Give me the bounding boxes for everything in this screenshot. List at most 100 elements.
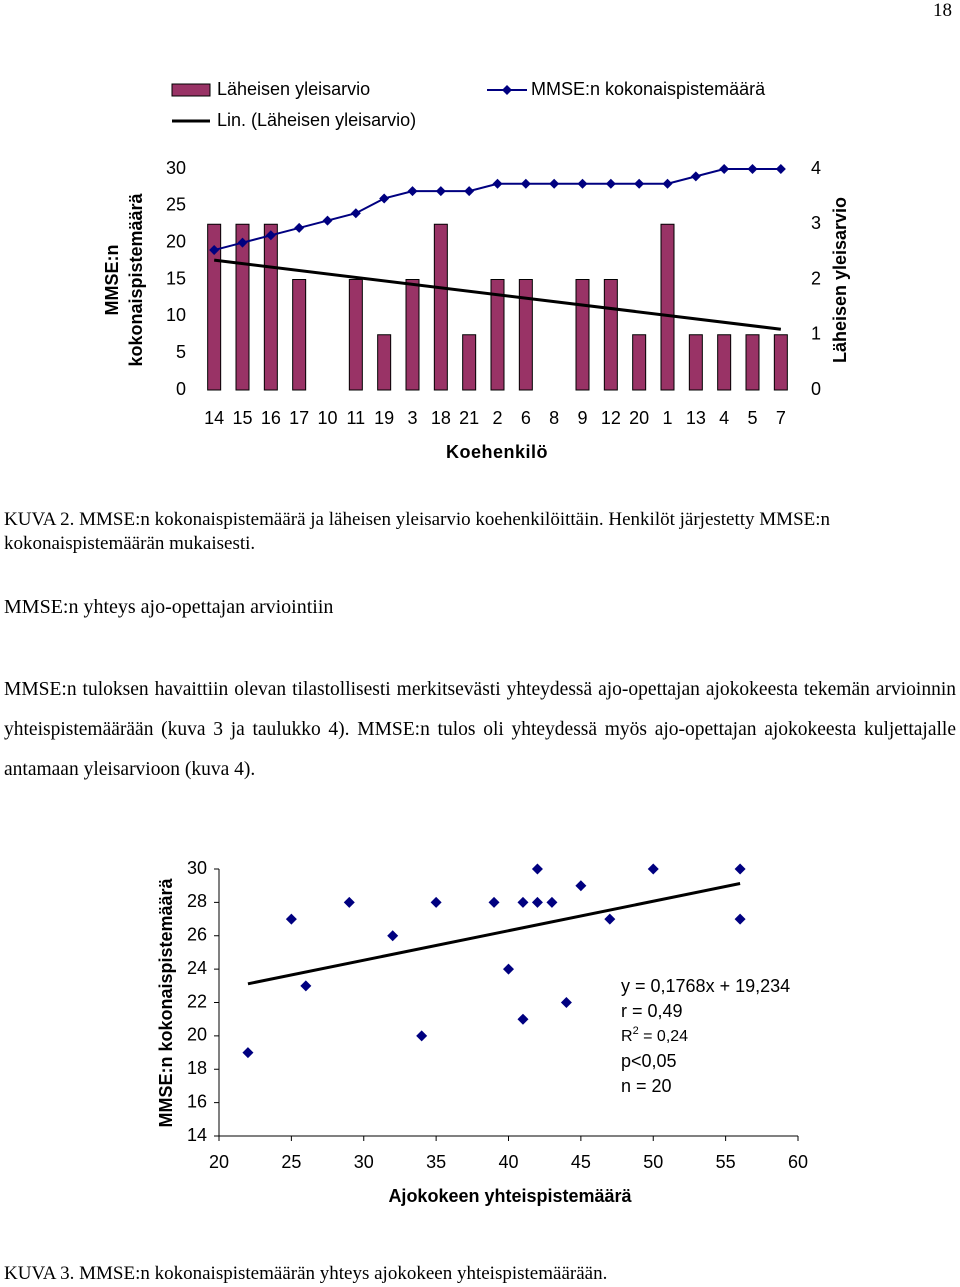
annotation: R2 = 0,24	[621, 1025, 688, 1045]
bar	[603, 279, 618, 391]
x-tick-label: 20	[629, 408, 649, 428]
bar	[717, 334, 732, 391]
point	[237, 237, 248, 248]
x-tick-label: 12	[601, 408, 621, 428]
bar	[745, 334, 760, 391]
annotation-part: 2	[633, 1025, 639, 1037]
point	[387, 930, 399, 942]
bar	[377, 334, 392, 391]
bar	[292, 279, 307, 391]
x-tick-label: 15	[232, 408, 252, 428]
legend-label: Läheisen yleisarvio	[217, 79, 370, 99]
point	[775, 164, 786, 174]
bar	[405, 279, 420, 391]
x-tick-label: 13	[686, 408, 706, 428]
legend-label: Lin. (Läheisen yleisarvio)	[217, 110, 416, 130]
x-tick-label: 40	[498, 1152, 518, 1172]
point	[517, 1013, 529, 1025]
point	[416, 1030, 428, 1042]
x-tick-label: 6	[521, 408, 531, 428]
annotation: r = 0,49	[621, 1001, 683, 1021]
x-tick-label: 30	[354, 1152, 374, 1172]
x-tick-label: 8	[549, 408, 559, 428]
caption: KUVA 2. MMSE:n kokonaispistemäärä ja läh…	[4, 509, 831, 554]
page-number: 18	[933, 0, 952, 21]
y-tick-label: 0	[176, 379, 186, 399]
bar	[263, 223, 278, 391]
y-tick-label: 5	[176, 342, 186, 362]
bar	[235, 223, 250, 391]
x-tick-label: 11	[346, 408, 365, 428]
point	[209, 245, 220, 256]
y2-tick-label: 2	[811, 268, 821, 288]
annotation: p<0,05	[621, 1051, 677, 1071]
annotation: y = 0,1768x + 19,234	[621, 976, 790, 996]
x-tick-label: 55	[716, 1152, 736, 1172]
point	[285, 913, 297, 925]
trend-line	[213, 258, 782, 331]
y-tick-label: 28	[187, 891, 207, 911]
y-tick-label: 22	[187, 991, 207, 1011]
x-tick-label: 35	[426, 1152, 446, 1172]
y-tick-label: 14	[187, 1125, 207, 1145]
y2-axis-label: Läheisen yleisarvio	[830, 197, 850, 363]
x-tick-label: 3	[407, 408, 417, 428]
point	[719, 164, 730, 174]
point	[634, 178, 645, 189]
bar	[462, 334, 477, 391]
point	[350, 208, 361, 219]
point	[747, 164, 758, 174]
y-tick-label: 16	[187, 1091, 207, 1111]
x-axis-label: Ajokokeen yhteispistemäärä	[388, 1186, 632, 1206]
y-tick-label: 26	[187, 925, 207, 945]
point	[492, 178, 503, 189]
point	[300, 980, 312, 992]
point	[430, 896, 442, 908]
point	[531, 863, 543, 875]
y-tick-label: 30	[187, 858, 207, 878]
annotation-part: R	[621, 1028, 633, 1045]
legend-swatch	[171, 83, 211, 97]
y-axis-label-line: kokonaispistemäärä	[126, 192, 146, 366]
point	[343, 896, 355, 908]
x-tick-label: 20	[209, 1152, 229, 1172]
point	[531, 896, 543, 908]
y2-tick-label: 3	[811, 213, 821, 233]
heading: MMSE:n yhteys ajo-opettajan arviointiin	[4, 596, 334, 618]
paragraph: MMSE:n tuloksen havaittiin olevan tilast…	[4, 679, 956, 780]
bar	[490, 279, 505, 391]
x-tick-label: 10	[317, 408, 337, 428]
x-tick-label: 5	[747, 408, 757, 428]
point	[517, 896, 529, 908]
y-axis-label: MMSE:n kokonaispistemäärä	[156, 877, 176, 1127]
point	[734, 913, 746, 925]
x-tick-label: 2	[492, 408, 502, 428]
point	[549, 178, 560, 189]
point	[379, 193, 390, 204]
point	[647, 863, 659, 875]
x-axis-label: Koehenkilö	[446, 442, 548, 462]
y-axis-label: MMSE:n kokonaispistemäärä	[102, 192, 146, 366]
caption: KUVA 3. MMSE:n kokonaispistemäärän yhtey…	[4, 1263, 608, 1284]
y-tick-label: 20	[187, 1025, 207, 1045]
point	[734, 863, 746, 875]
legend-marker	[502, 85, 512, 95]
x-tick-label: 1	[662, 408, 672, 428]
point	[488, 896, 500, 908]
bar	[632, 334, 647, 391]
x-tick-label: 9	[577, 408, 587, 428]
point	[604, 913, 616, 925]
x-tick-label: 19	[374, 408, 394, 428]
y-tick-label: 20	[166, 231, 186, 251]
x-tick-label: 7	[776, 408, 786, 428]
x-tick-label: 14	[204, 408, 224, 428]
x-tick-label: 21	[459, 408, 479, 428]
point	[560, 997, 572, 1008]
annotation-part: = 0,24	[639, 1028, 688, 1045]
y-axis-label-line: MMSE:n	[102, 245, 122, 316]
point	[520, 178, 531, 189]
y-tick-label: 18	[187, 1058, 207, 1078]
bar	[660, 223, 675, 391]
bar	[348, 279, 363, 391]
